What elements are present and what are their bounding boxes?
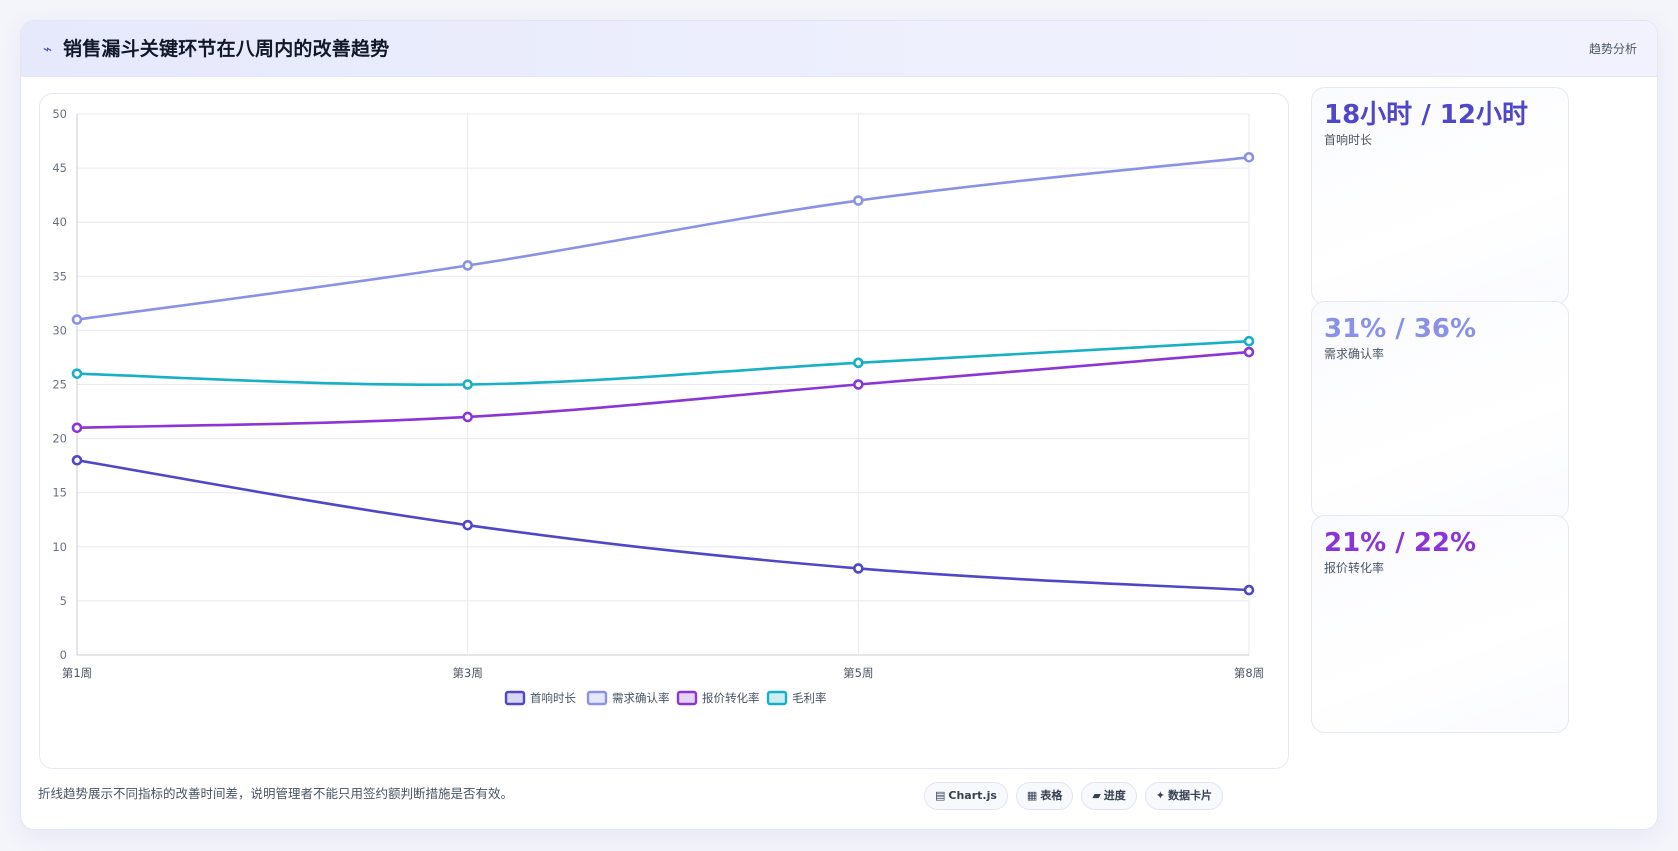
metric-value: 21% / 22% [1324,528,1477,558]
metric-card-first-response: 18小时 / 12小时 首响时长 [1311,87,1569,305]
analysis-tag: 趋势分析 [1588,42,1637,56]
legend-label: 报价转化率 [702,691,760,705]
tech-chips: ▤ Chart.js ▦ 表格 ▰ 进度 ✦ 数据卡片 [924,782,1224,810]
data-point [71,454,83,466]
data-point [1243,151,1255,163]
legend-swatch [504,690,526,706]
metric-card-quote-conversion: 21% / 22% 报价转化率 [1311,515,1569,733]
table-icon: ▦ [1026,789,1038,802]
legend-label: 需求确认率 [612,691,670,705]
data-point [853,357,864,369]
metric-card-demand-confirm: 31% / 36% 需求确认率 [1311,301,1569,519]
data-point [71,314,83,325]
y-tick-label: 40 [52,215,67,229]
y-tick-label: 35 [52,269,67,283]
legend-swatch [766,690,788,706]
data-point [462,411,473,423]
chip-table[interactable]: ▦ 表格 [1015,782,1074,810]
data-point [462,519,473,531]
data-point [1243,584,1255,596]
progress-icon: ▰ [1092,789,1101,802]
metric-label: 首响时长 [1324,133,1373,147]
chip-data-card[interactable]: ✦ 数据卡片 [1144,782,1224,810]
trend-line-icon: ⌁ [43,40,53,58]
x-tick-label: 第5周 [843,666,873,680]
data-point [853,195,864,206]
data-card-icon: ✦ [1155,789,1166,802]
y-tick-label: 50 [52,107,67,121]
data-point [71,422,83,434]
chart-title: 销售漏斗关键环节在八周内的改善趋势 [63,38,390,60]
chart-panel: 0 5 10 15 20 25 30 35 40 45 50 第1周 第3周 第5周 第8周首响时长 需求确认… [39,93,1289,769]
chip-label: 数据卡片 [1168,789,1213,802]
metric-value: 31% / 36% [1324,314,1477,344]
series-line-3 [75,339,1251,387]
data-point [1243,335,1255,347]
legend-swatch [586,690,608,706]
y-tick-label: 10 [52,540,67,554]
chip-progress[interactable]: ▰ 进度 [1081,782,1137,810]
chip-chartjs[interactable]: ▤ Chart.js [924,782,1008,810]
y-tick-label: 0 [60,648,67,662]
y-tick-label: 30 [52,323,67,337]
chart-card: ⌁ 销售漏斗关键环节在八周内的改善趋势 趋势分析 0 5 10 15 20 25 30 35 4… [20,20,1658,830]
data-point [71,368,83,379]
series-line-1 [75,155,1251,321]
chip-label: 表格 [1040,789,1063,802]
y-tick-label: 5 [60,594,67,608]
x-tick-label: 第8周 [1234,666,1264,680]
data-point [853,563,864,574]
data-point [1243,346,1255,358]
y-tick-label: 20 [52,432,67,446]
footnote: 折线趋势展示不同指标的改善时间差，说明管理者不能只用签约额判断措施是否有效。 [38,786,514,801]
y-tick-label: 25 [52,378,67,392]
y-tick-label: 15 [52,486,67,500]
metric-value: 18小时 / 12小时 [1324,100,1528,130]
chip-label: Chart.js [948,789,997,802]
metric-label: 需求确认率 [1324,347,1385,361]
data-point [853,379,864,390]
chart-icon: ▤ [935,789,946,802]
legend-label: 首响时长 [530,691,576,705]
series-line-0 [75,458,1251,592]
x-tick-label: 第1周 [62,666,92,680]
y-tick-label: 45 [52,161,67,175]
data-point [462,379,473,390]
legend-swatch [676,690,698,706]
metric-label: 报价转化率 [1324,561,1385,575]
chip-label: 进度 [1103,789,1126,802]
legend-label: 毛利率 [792,691,827,705]
x-tick-label: 第3周 [453,666,483,680]
data-point [462,260,473,271]
series-line-2 [75,350,1251,430]
card-header: ⌁ 销售漏斗关键环节在八周内的改善趋势 趋势分析 [21,21,1657,77]
